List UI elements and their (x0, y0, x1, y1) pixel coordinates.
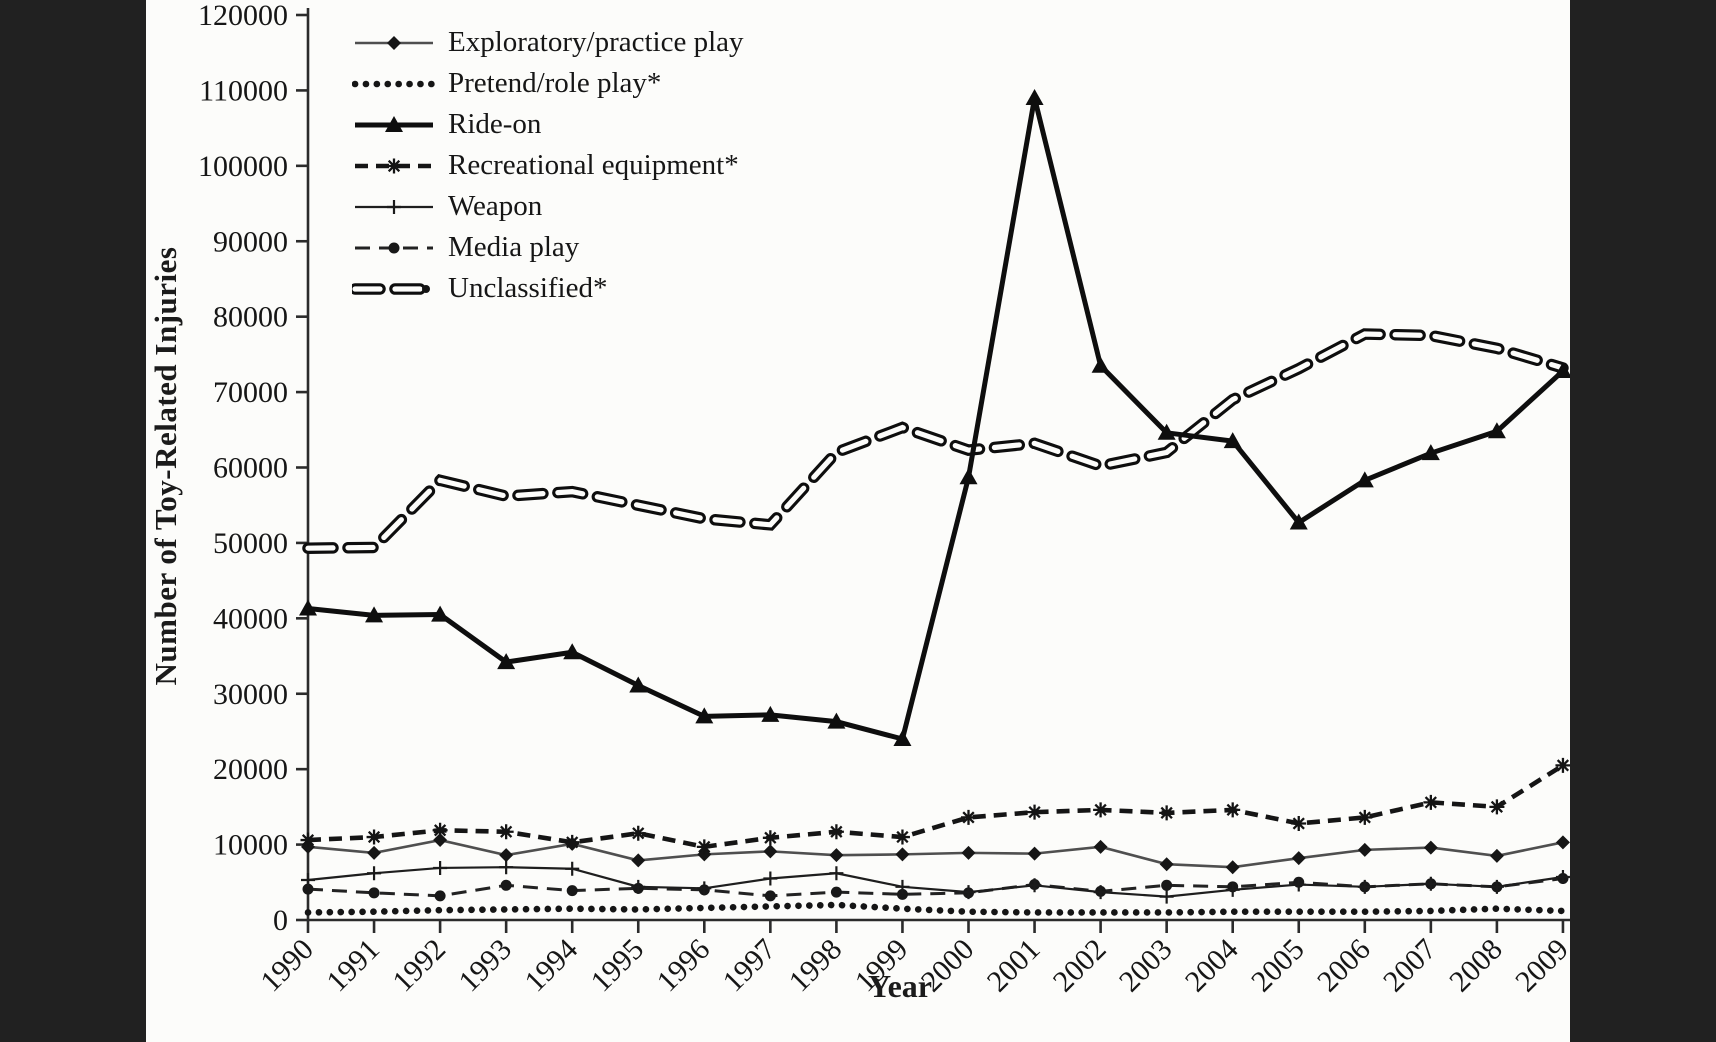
legend-item-unclassified: Unclassified* (352, 268, 744, 309)
svg-text:80000: 80000 (213, 301, 288, 334)
svg-text:2004: 2004 (1179, 933, 1245, 999)
svg-text:2007: 2007 (1377, 933, 1443, 999)
legend-line-sample-exploratory-icon (355, 35, 433, 50)
legend-line-sample-ride-on-icon (355, 115, 433, 132)
svg-text:1990: 1990 (254, 933, 320, 999)
legend-item-ride-on: Ride-on (352, 104, 744, 145)
svg-text:90000: 90000 (213, 225, 288, 258)
legend-line-sample-recreational-icon (355, 158, 433, 173)
y-axis-title: Number of Toy-Related Injuries (148, 246, 183, 686)
svg-text:0: 0 (273, 904, 288, 937)
chart-legend: Exploratory/practice play Pretend/role p… (352, 22, 744, 309)
svg-text:2005: 2005 (1245, 933, 1311, 999)
svg-text:110000: 110000 (199, 74, 288, 107)
legend-label: Recreational equipment* (448, 149, 739, 181)
legend-label: Exploratory/practice play (448, 26, 744, 58)
legend-item-pretend: Pretend/role play* (352, 63, 744, 104)
right-border-bar (1570, 0, 1716, 1042)
legend-label: Unclassified* (448, 272, 608, 304)
svg-text:120000: 120000 (198, 0, 288, 32)
svg-text:10000: 10000 (213, 829, 288, 862)
svg-text:2006: 2006 (1311, 933, 1377, 999)
svg-text:1994: 1994 (518, 933, 584, 999)
legend-line-sample-unclassified-icon (352, 282, 436, 295)
svg-text:100000: 100000 (198, 150, 288, 183)
legend-item-exploratory: Exploratory/practice play (352, 22, 744, 63)
svg-text:30000: 30000 (213, 678, 288, 711)
x-axis-title: Year (868, 968, 932, 1004)
svg-text:1992: 1992 (386, 933, 452, 999)
legend-line-sample-pretend-icon (352, 80, 436, 87)
legend-item-weapon: Weapon (352, 186, 744, 227)
svg-text:60000: 60000 (213, 452, 288, 485)
svg-text:50000: 50000 (213, 527, 288, 560)
svg-text:70000: 70000 (213, 376, 288, 409)
legend-item-recreational: Recreational equipment* (352, 145, 744, 186)
legend-line-sample-weapon-icon (355, 199, 433, 214)
legend-label: Pretend/role play* (448, 67, 662, 99)
legend-line-sample-media-icon (355, 242, 433, 253)
svg-text:2009: 2009 (1509, 933, 1575, 999)
svg-text:40000: 40000 (213, 602, 288, 635)
legend-item-media: Media play (352, 227, 744, 268)
legend-label: Ride-on (448, 108, 542, 140)
svg-text:1991: 1991 (320, 933, 386, 999)
svg-text:2008: 2008 (1443, 933, 1509, 999)
legend-label: Weapon (448, 190, 543, 222)
legend-label: Media play (448, 231, 580, 263)
svg-text:20000: 20000 (213, 753, 288, 786)
left-border-bar (0, 0, 146, 1042)
svg-text:1993: 1993 (452, 933, 518, 999)
